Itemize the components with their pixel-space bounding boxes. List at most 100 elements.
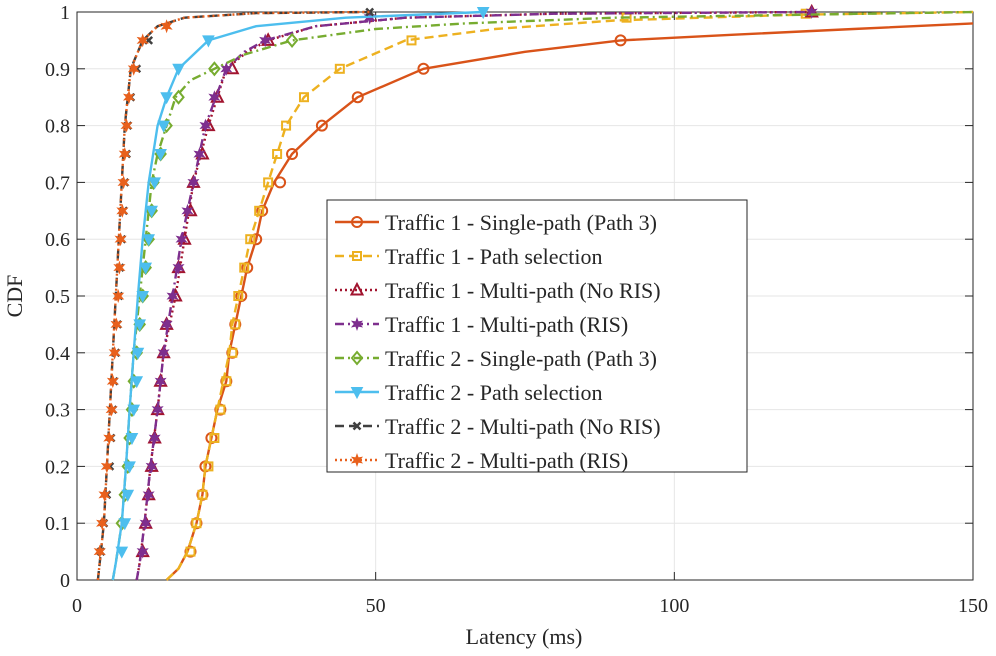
legend-marker [350,387,364,400]
legend-entry: Traffic 1 - Multi-path (No RIS) [335,278,661,303]
data-point [117,175,130,190]
data-point [154,149,167,162]
data-point [298,92,309,103]
data-point [166,289,179,303]
data-point [136,544,149,559]
data-point [245,234,256,245]
data-point [208,61,221,77]
data-point [136,291,150,304]
data-point [127,61,140,76]
data-point [96,516,109,531]
data-point [172,63,185,76]
legend-marker [352,251,362,261]
data-point [142,234,156,247]
data-point [181,203,194,218]
legend-entry: Traffic 1 - Single-path (Path 3) [335,210,657,235]
series-line [111,10,974,581]
data-point [93,544,106,559]
data-point [199,118,212,133]
data-point [215,404,226,415]
y-tick-label: 0.7 [45,172,70,194]
data-point [187,175,200,190]
legend-entry: Traffic 2 - Multi-path (RIS) [335,448,628,473]
y-tick-label: 1 [60,2,70,24]
legend-entry: Traffic 1 - Path selection [335,244,603,269]
y-tick-label: 0.4 [45,343,70,365]
y-tick-label: 0.9 [45,59,70,81]
data-point [113,260,126,275]
data-point [118,147,131,161]
series-6 [111,7,490,581]
data-point [118,518,132,531]
data-point [208,90,221,105]
data-point [286,148,299,160]
data-point [230,319,241,330]
data-point [175,232,188,247]
data-point [120,118,133,133]
legend-marker [351,216,363,228]
y-tick-label: 0.8 [45,116,70,138]
data-point [127,404,141,417]
data-point [122,90,135,105]
data-point [105,402,118,417]
data-point [476,7,490,20]
data-point [805,5,818,19]
series-line [165,22,974,581]
y-axis-label: CDF [2,275,27,318]
legend-label: Traffic 2 - Single-path (Path 3) [385,346,657,371]
data-point [334,63,345,74]
data-point [227,347,238,358]
legend-marker [350,316,364,332]
x-tick-label: 50 [366,595,386,617]
data-point [233,291,244,301]
data-point [254,205,265,216]
y-tick-label: 0.2 [45,456,70,478]
series-8 [93,10,370,581]
data-point [114,232,127,247]
data-point [123,461,136,474]
data-point [145,459,158,474]
legend-entry: Traffic 2 - Multi-path (No RIS) [335,414,661,439]
y-tick-label: 0.3 [45,400,70,422]
legend: Traffic 1 - Single-path (Path 3) Traffic … [326,199,748,473]
legend-marker [350,452,364,468]
data-point [157,345,170,360]
data-point [142,487,155,502]
x-tick-label: 0 [72,595,82,617]
y-tick-label: 0 [60,570,70,592]
data-point [351,91,364,104]
data-point [133,319,147,332]
series-line [111,10,484,581]
data-point [285,32,299,48]
series-line [165,10,974,581]
data-point [274,176,287,189]
data-point [365,7,375,17]
data-point [185,546,196,557]
data-point [209,433,220,443]
data-point [160,92,173,105]
series-lines [93,3,974,581]
data-point [130,376,144,389]
data-point [197,489,208,500]
data-point [154,374,167,389]
legend-label: Traffic 1 - Path selection [385,244,603,269]
data-point [116,203,129,218]
legend-entry: Traffic 2 - Path selection [335,380,603,405]
data-point [148,177,161,190]
series-2 [165,8,974,581]
data-point [172,89,185,105]
data-point [281,120,292,131]
y-tick-label: 0.6 [45,229,70,251]
x-tick-label: 100 [659,595,689,617]
legend-label: Traffic 1 - Multi-path (No RIS) [385,278,661,303]
legend-entry: Traffic 2 - Single-path (Path 3) [335,346,657,371]
data-point [106,374,119,389]
legend-box [326,199,748,473]
data-point [115,546,129,559]
data-point [193,147,206,161]
legend-label: Traffic 1 - Multi-path (RIS) [385,312,628,337]
data-point [125,433,139,446]
data-point [259,33,272,48]
data-point [191,518,202,529]
data-point [121,489,135,502]
